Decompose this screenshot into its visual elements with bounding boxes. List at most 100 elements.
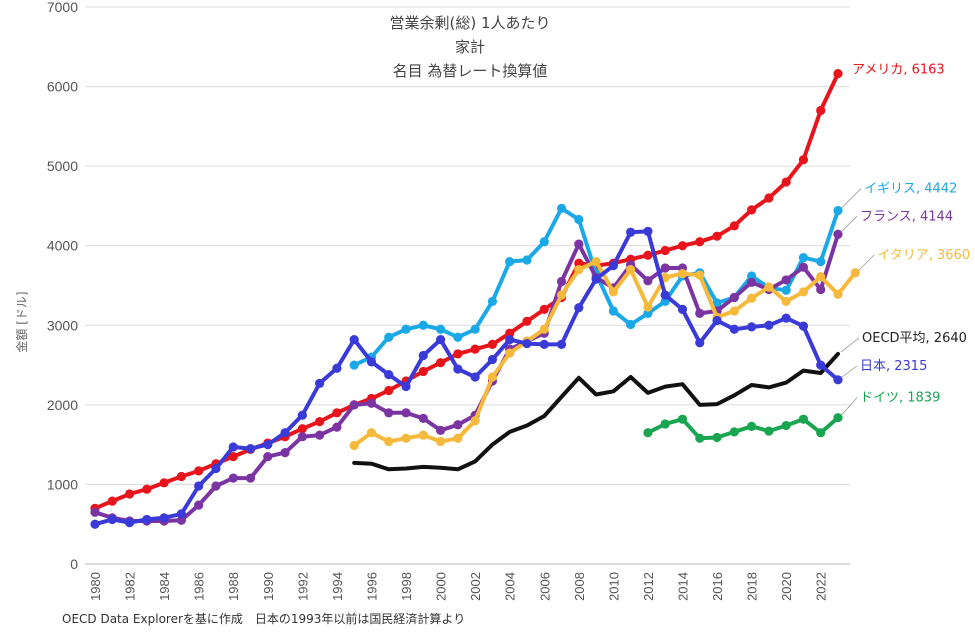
data-point bbox=[435, 436, 446, 447]
data-point bbox=[366, 428, 377, 438]
data-point bbox=[695, 270, 705, 280]
data-point bbox=[349, 335, 359, 345]
data-point bbox=[556, 276, 567, 287]
data-point bbox=[453, 364, 463, 374]
data-point bbox=[90, 519, 100, 529]
data-point bbox=[764, 282, 774, 292]
data-point bbox=[677, 241, 688, 251]
x-axis-ticks: 1980 1982 1984 1986 1988 1990 1992 1994 1996 1998… bbox=[88, 572, 829, 601]
data-point bbox=[194, 500, 204, 510]
data-point bbox=[194, 481, 204, 491]
data-point bbox=[712, 231, 722, 241]
data-point bbox=[401, 433, 411, 443]
data-point bbox=[608, 287, 618, 297]
data-point bbox=[176, 509, 186, 519]
x-tick-label: 2006 bbox=[537, 572, 552, 601]
data-point bbox=[418, 430, 428, 440]
x-tick-label: 2020 bbox=[779, 572, 794, 601]
data-point bbox=[660, 263, 670, 273]
data-point bbox=[781, 275, 791, 285]
data-point bbox=[107, 514, 117, 525]
data-point bbox=[591, 274, 601, 284]
data-point bbox=[453, 433, 463, 443]
x-tick-label: 1992 bbox=[295, 572, 310, 601]
data-point bbox=[677, 304, 688, 314]
data-point bbox=[280, 448, 290, 458]
data-point bbox=[539, 237, 549, 247]
end-label-アメリカ: アメリカ, 6163 bbox=[852, 63, 945, 78]
x-tick-label: 2008 bbox=[572, 572, 587, 601]
end-label-OECD平均: OECD平均, 2640 bbox=[862, 331, 967, 346]
data-point bbox=[729, 221, 739, 231]
data-point bbox=[470, 372, 480, 382]
series-end-labels: アメリカ, 6163 イギリス, 4442 フランス, 4144 イタリア, 3660… bbox=[840, 63, 970, 416]
data-point bbox=[487, 339, 498, 349]
data-point bbox=[90, 507, 100, 517]
data-point bbox=[194, 466, 204, 476]
data-point bbox=[816, 360, 826, 370]
leader-line bbox=[840, 397, 858, 416]
data-point bbox=[747, 205, 757, 215]
data-point bbox=[315, 430, 325, 440]
x-tick-label: 1988 bbox=[226, 572, 241, 601]
data-point bbox=[522, 316, 532, 326]
data-point bbox=[418, 366, 428, 377]
data-point bbox=[159, 513, 169, 523]
data-point bbox=[505, 257, 515, 267]
y-tick-label: 3000 bbox=[47, 317, 78, 333]
data-point bbox=[487, 372, 498, 382]
data-point bbox=[574, 264, 584, 275]
leader-line bbox=[840, 215, 858, 233]
data-point bbox=[591, 257, 601, 267]
x-tick-label: 2016 bbox=[710, 572, 725, 601]
leader-line bbox=[840, 188, 862, 209]
data-point bbox=[384, 332, 394, 342]
data-point bbox=[833, 375, 843, 385]
data-point bbox=[418, 413, 428, 423]
y-tick-label: 0 bbox=[70, 556, 78, 572]
data-point bbox=[695, 338, 705, 348]
data-point bbox=[435, 358, 446, 368]
data-point bbox=[263, 440, 273, 450]
data-point bbox=[643, 308, 653, 318]
data-point bbox=[781, 296, 791, 307]
series-line bbox=[352, 351, 840, 472]
x-tick-label: 1990 bbox=[261, 572, 276, 601]
data-point bbox=[798, 253, 809, 263]
data-point bbox=[176, 515, 186, 525]
data-point bbox=[418, 320, 428, 330]
data-point bbox=[712, 315, 722, 326]
y-tick-label: 4000 bbox=[47, 238, 78, 254]
data-point bbox=[245, 444, 256, 454]
data-point bbox=[228, 473, 238, 483]
data-point bbox=[695, 237, 705, 247]
data-point bbox=[781, 285, 791, 295]
series-イタリア bbox=[349, 257, 860, 451]
data-point bbox=[280, 428, 290, 438]
data-point bbox=[418, 350, 428, 361]
data-point bbox=[677, 268, 688, 279]
data-point bbox=[401, 324, 411, 334]
data-point bbox=[833, 289, 843, 299]
data-point bbox=[764, 320, 774, 330]
x-tick-label: 2018 bbox=[745, 572, 760, 601]
data-point bbox=[677, 414, 688, 424]
end-label-フランス: フランス, 4144 bbox=[860, 209, 953, 224]
data-point bbox=[435, 335, 446, 345]
data-point bbox=[505, 328, 515, 338]
y-tick-label: 5000 bbox=[47, 158, 78, 174]
leader-line bbox=[840, 365, 858, 379]
data-point bbox=[332, 363, 342, 373]
data-point bbox=[643, 226, 653, 236]
series-日本 bbox=[90, 226, 843, 529]
x-tick-label: 2014 bbox=[675, 572, 690, 601]
x-tick-label: 1998 bbox=[399, 572, 414, 601]
y-axis-ticks: 0 1000 2000 3000 4000 5000 6000 7000 bbox=[47, 0, 78, 572]
data-point bbox=[798, 414, 809, 424]
data-point bbox=[124, 518, 135, 528]
data-point bbox=[643, 250, 653, 260]
data-point bbox=[729, 427, 739, 437]
chart-title-line-2: 家計 bbox=[455, 38, 485, 56]
data-point bbox=[626, 264, 636, 275]
